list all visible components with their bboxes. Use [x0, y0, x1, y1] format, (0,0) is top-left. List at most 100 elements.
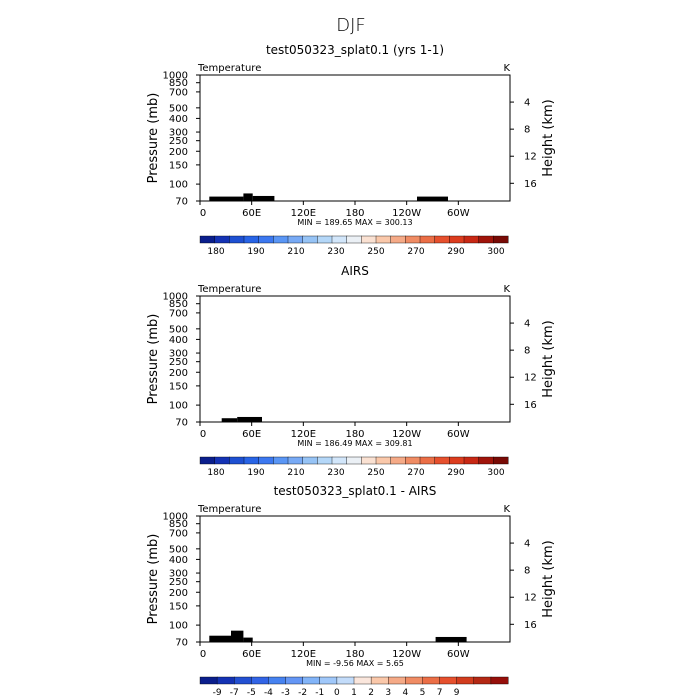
colorbar-tick-label: -2: [298, 688, 307, 698]
pressure-tick-label: 250: [169, 357, 188, 368]
colorbar-swatch: [229, 456, 245, 465]
colorbar-swatch: [370, 676, 389, 685]
longitude-tick-label: 120W: [392, 649, 421, 660]
colorbar-tick-label: 230: [327, 468, 344, 478]
panel-units-label: K: [503, 63, 510, 74]
colorbar-swatch: [419, 456, 436, 465]
colorbar-swatch: [449, 235, 465, 244]
longitude-tick-label: 180: [345, 429, 364, 440]
colorbar-tick-label: -3: [281, 688, 290, 698]
height-tick-label: 8: [524, 346, 530, 357]
height-tick-label: 12: [524, 152, 537, 163]
colorbar-tick-label: -7: [230, 688, 239, 698]
colorbar-swatch: [361, 235, 377, 244]
longitude-tick-label: 120W: [392, 429, 421, 440]
colorbar-tick-label: 3: [385, 688, 391, 698]
panel-variable-label: Temperature: [197, 63, 261, 74]
panel-units-label: K: [503, 504, 510, 515]
colorbar-swatch: [405, 456, 421, 465]
terrain-mask: [231, 630, 244, 642]
colorbar-tick-label: 7: [437, 688, 443, 698]
pressure-tick-label: 100: [169, 621, 188, 632]
colorbar-tick-label: 4: [402, 688, 408, 698]
pressure-tick-label: 70: [175, 418, 188, 429]
longitude-tick-label: 120E: [291, 649, 316, 660]
contour-fills: [209, 630, 467, 642]
longitude-tick-label: 180: [345, 649, 364, 660]
colorbar-tick-label: 270: [407, 247, 424, 257]
pressure-tick-label: 150: [169, 601, 188, 612]
colorbar-swatch: [214, 456, 230, 465]
colorbar-tick-label: 9: [454, 688, 460, 698]
pressure-tick-label: 700: [169, 528, 188, 539]
colorbar-tick-label: 250: [367, 468, 384, 478]
height-tick-label: 16: [524, 620, 537, 631]
colorbar-swatch: [490, 676, 509, 685]
colorbar-swatch: [234, 676, 252, 685]
pressure-tick-label: 400: [169, 114, 188, 125]
colorbar-swatch: [331, 456, 348, 465]
colorbar-tick-label: 230: [327, 247, 344, 257]
terrain-mask: [243, 193, 253, 201]
plot-frame: [199, 74, 511, 202]
pressure-tick-label: 700: [169, 87, 188, 98]
colorbar-swatch: [473, 676, 492, 685]
colorbar: 180 190 210 230 250 270 290 300: [199, 456, 509, 478]
pressure-tick-label: 150: [169, 160, 188, 171]
pressure-tick-label: 250: [169, 136, 188, 147]
colorbar-tick-label: 190: [247, 247, 264, 257]
colorbar-tick-label: 2: [368, 688, 374, 698]
longitude-tick-label: 0: [200, 208, 206, 219]
colorbar-swatch: [258, 235, 274, 244]
colorbar-swatch: [302, 456, 318, 465]
height-tick-label: 8: [524, 566, 530, 577]
pressure-tick-label: 500: [169, 324, 188, 335]
pressure-tick-label: 700: [169, 308, 188, 319]
pressure-tick-label: 300: [169, 349, 188, 360]
colorbar-swatch: [390, 456, 406, 465]
colorbar-swatch: [405, 235, 421, 244]
colorbar-swatch: [317, 235, 333, 244]
colorbar-swatch: [273, 456, 289, 465]
terrain-mask: [243, 637, 253, 642]
pressure-tick-label: 850: [169, 299, 188, 310]
min-max-annotation: MIN = -9.56 MAX = 5.65: [306, 659, 404, 668]
pressure-tick-label: 500: [169, 544, 188, 555]
y-axis-label-pressure: Pressure (mb): [146, 93, 161, 184]
height-tick-label: 16: [524, 179, 537, 190]
colorbar-swatch: [390, 235, 406, 244]
colorbar-swatch: [302, 676, 321, 685]
colorbar-swatch: [199, 456, 216, 465]
colorbar-swatch: [434, 456, 450, 465]
y-axis-label-height: Height (km): [541, 99, 556, 176]
colorbar-swatch: [478, 456, 494, 465]
min-max-annotation: MIN = 189.65 MAX = 300.13: [297, 218, 412, 227]
panel-title: test050323_splat0.1 - AIRS: [274, 484, 437, 498]
height-tick-label: 12: [524, 373, 537, 384]
height-tick-label: 4: [524, 98, 530, 109]
pressure-tick-label: 850: [169, 519, 188, 530]
colorbar-swatch: [353, 676, 372, 685]
height-tick-label: 8: [524, 125, 530, 136]
terrain-mask: [417, 196, 448, 201]
colorbar: -9 -7 -5 -4 -3 -2 -1 0 1 2 3 4 5 7 9: [199, 676, 509, 698]
longitude-tick-label: 60W: [447, 429, 470, 440]
colorbar-tick-label: 180: [207, 247, 224, 257]
colorbar-swatch: [216, 676, 235, 685]
colorbar-swatch: [439, 676, 458, 685]
pressure-tick-label: 400: [169, 335, 188, 346]
pressure-tick-label: 400: [169, 555, 188, 566]
longitude-tick-label: 120E: [291, 429, 316, 440]
pressure-tick-label: 200: [169, 588, 188, 599]
colorbar-swatch: [336, 676, 355, 685]
colorbar-swatch: [456, 676, 475, 685]
colorbar-swatch: [214, 235, 230, 244]
colorbar: 180 190 210 230 250 270 290 300: [199, 235, 509, 257]
colorbar-swatch: [346, 235, 362, 244]
panel-variable-label: Temperature: [197, 284, 261, 295]
longitude-tick-label: 60W: [447, 208, 470, 219]
panel-1: test050323_splat0.1 (yrs 1-1) Temperature…: [146, 43, 556, 257]
colorbar-tick-label: 0: [334, 688, 340, 698]
colorbar-swatch: [302, 235, 318, 244]
